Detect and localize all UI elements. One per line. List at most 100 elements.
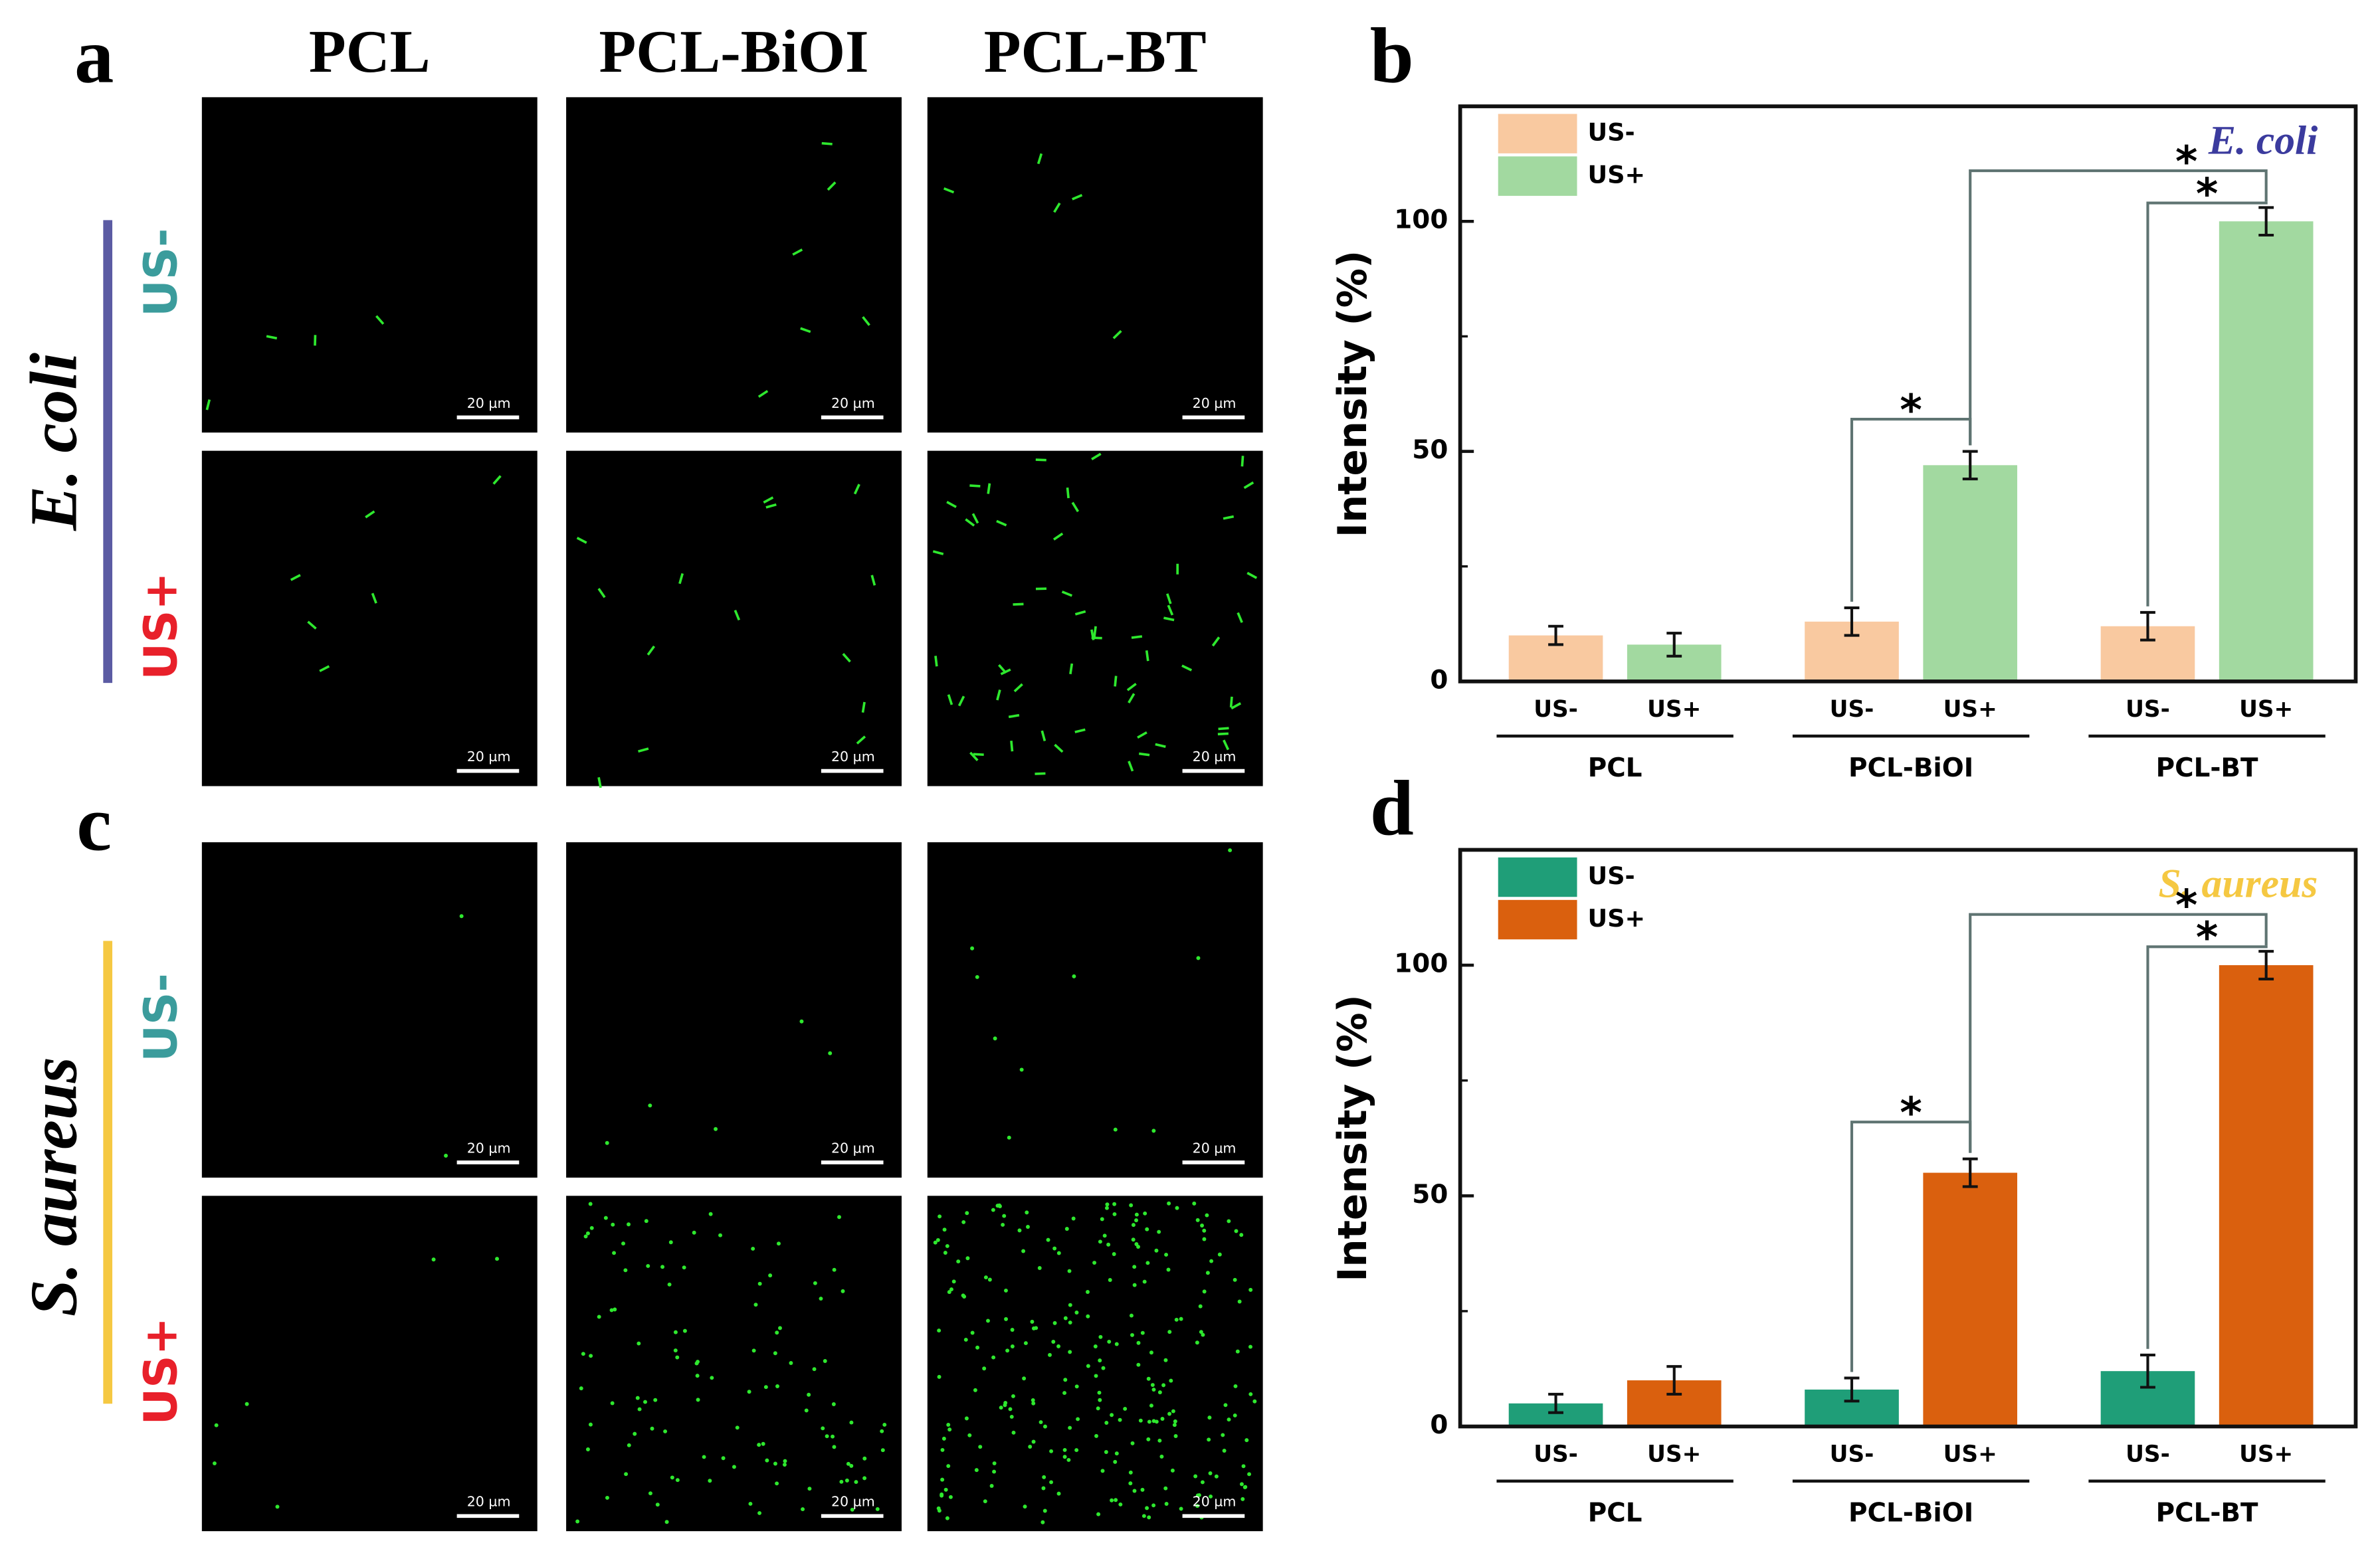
scale-bar-label: 20 µm	[1193, 395, 1237, 411]
bacterium	[581, 1352, 585, 1356]
bacterium	[1171, 1409, 1175, 1414]
bacterium	[792, 248, 803, 256]
bacterium	[212, 1461, 217, 1466]
bacterium	[673, 1348, 678, 1353]
bacterium	[1035, 772, 1046, 775]
bacterium	[1092, 1261, 1097, 1265]
bacterium	[1138, 752, 1150, 757]
bacterium	[1228, 848, 1233, 853]
bacterium	[1134, 1218, 1139, 1223]
bacterium	[583, 1234, 588, 1239]
bacterium	[678, 573, 684, 585]
bacterium	[1202, 1289, 1207, 1294]
bacterium	[1237, 612, 1243, 623]
bacterium	[983, 1499, 987, 1504]
bacterium	[1090, 629, 1095, 640]
bacterium	[747, 1390, 751, 1394]
bacterium	[1244, 1438, 1249, 1443]
bacterium	[1237, 1299, 1242, 1304]
bacterium	[1157, 1390, 1162, 1395]
bacterium	[1157, 1438, 1162, 1443]
bacterium	[365, 510, 375, 519]
bacterium	[757, 1510, 762, 1515]
bacterium	[1166, 593, 1172, 604]
bacterium	[610, 1401, 615, 1406]
bacterium	[682, 1328, 687, 1333]
bacterium	[1167, 604, 1174, 616]
bacterium	[1071, 1216, 1076, 1221]
bacterium	[1110, 1498, 1114, 1503]
bacterium	[1145, 1506, 1149, 1510]
bacterium	[1163, 616, 1175, 622]
bacterium	[1132, 1489, 1137, 1493]
scale-bar-label: 20 µm	[467, 1140, 511, 1156]
bacterium	[1231, 702, 1242, 710]
bacterium	[1233, 1384, 1238, 1388]
bacterium	[782, 1463, 787, 1467]
bacterium	[1023, 1505, 1027, 1509]
bacterium	[597, 776, 602, 788]
bacterium	[765, 1458, 769, 1463]
bacterium	[1066, 1457, 1071, 1462]
bacterium	[1234, 1229, 1239, 1233]
scale-bar-label: 20 µm	[831, 395, 875, 411]
bacterium	[947, 1427, 952, 1432]
legend-label: US+	[1588, 161, 1646, 189]
bacterium	[1030, 1319, 1035, 1324]
bacterium	[974, 1468, 979, 1473]
bacterium	[1140, 1330, 1145, 1335]
bacterium	[1041, 1486, 1046, 1491]
bacterium	[1199, 1330, 1203, 1334]
bacterium	[1066, 487, 1070, 499]
bacterium	[667, 1282, 672, 1287]
bacterium	[1069, 663, 1074, 675]
bacterium	[1223, 515, 1235, 520]
bacterium	[880, 1429, 884, 1433]
x-tick-label: US-	[2126, 696, 2170, 723]
bacterium	[1004, 1317, 1008, 1321]
column-label: PCL-BT	[984, 18, 1207, 85]
bacterium	[1037, 1266, 1042, 1270]
bacterium	[319, 665, 330, 672]
bacterium	[1107, 1339, 1112, 1344]
y-tick-label: 0	[1430, 665, 1448, 695]
bacterium	[1100, 1217, 1104, 1222]
bacterium	[946, 1464, 951, 1469]
bacterium	[1039, 1420, 1043, 1425]
bacterium	[1198, 1304, 1203, 1309]
bacterium	[1104, 1421, 1109, 1425]
bacterium	[653, 1398, 658, 1402]
bacterium	[1149, 1350, 1153, 1355]
bacterium	[624, 1472, 629, 1477]
bacterium	[776, 1241, 781, 1246]
bacterium	[987, 483, 991, 494]
bacterium	[644, 1219, 648, 1224]
bacterium	[961, 1220, 966, 1224]
bacterium	[1221, 1433, 1225, 1437]
bacterium	[970, 1330, 975, 1335]
bacterium	[783, 1459, 787, 1463]
bacterium	[1022, 1376, 1027, 1381]
bacterium	[664, 1520, 669, 1524]
bacterium	[495, 1257, 500, 1261]
scale-bar-label: 20 µm	[1193, 1494, 1237, 1510]
bacterium	[940, 1477, 945, 1482]
bacterium	[1052, 1246, 1057, 1251]
bacterium	[831, 1434, 835, 1439]
bacterium	[675, 1355, 680, 1360]
x-tick-label: US+	[2239, 1441, 2293, 1467]
bacterium	[1181, 664, 1193, 672]
bacterium	[1140, 1487, 1145, 1492]
bacterium	[1054, 743, 1064, 753]
bacterium	[492, 475, 502, 485]
bacterium	[1072, 974, 1076, 978]
bacterium	[576, 537, 587, 544]
bacterium	[371, 593, 377, 604]
bacterium	[710, 1376, 714, 1380]
y-tick-label: 100	[1394, 949, 1448, 979]
bacterium	[1151, 1419, 1156, 1423]
scale-bar-label: 20 µm	[831, 1494, 875, 1510]
scale-bar-label: 20 µm	[831, 1140, 875, 1156]
bacterium	[575, 1519, 580, 1524]
bacterium	[1074, 1384, 1079, 1389]
